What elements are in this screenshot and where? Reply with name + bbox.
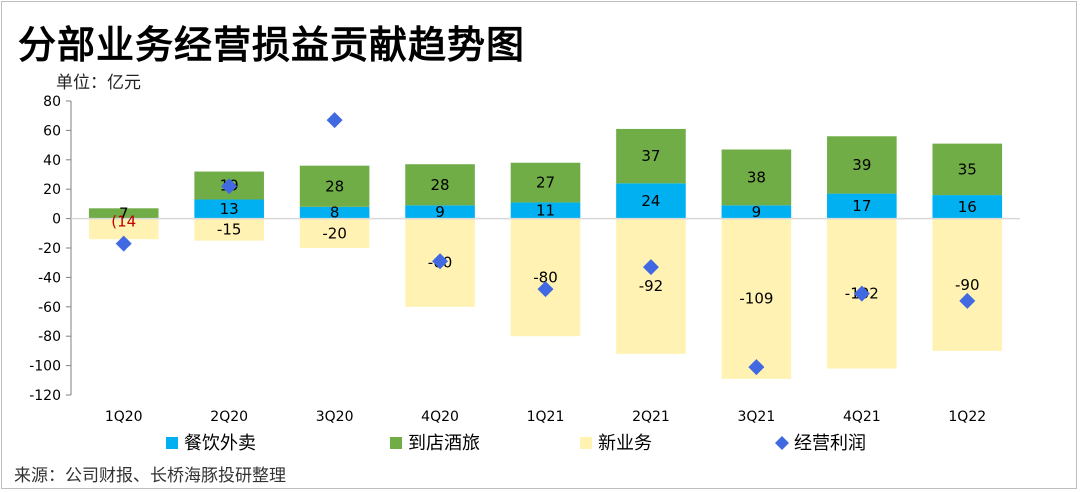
label-food-delivery: 9 bbox=[752, 203, 762, 221]
bar-instore-travel bbox=[827, 136, 897, 194]
bar-new-business bbox=[194, 218, 264, 241]
bar-food-delivery bbox=[510, 202, 581, 219]
label-food-delivery: 13 bbox=[220, 200, 239, 218]
y-tick-label: -80 bbox=[38, 329, 61, 345]
legend-label: 新业务 bbox=[598, 433, 652, 454]
bar-food-delivery bbox=[932, 195, 1003, 219]
x-tick-label: 3Q21 bbox=[738, 409, 776, 425]
y-tick-label: -100 bbox=[29, 359, 61, 375]
y-tick-label: 20 bbox=[43, 182, 61, 198]
label-instore-travel: 38 bbox=[747, 168, 766, 186]
legend-swatch bbox=[166, 437, 178, 449]
marker-operating-profit bbox=[115, 235, 132, 252]
label-new-business: -15 bbox=[217, 221, 242, 239]
marker-operating-profit bbox=[642, 259, 659, 276]
label-food-delivery: 24 bbox=[641, 192, 660, 210]
y-tick-label: -120 bbox=[29, 388, 61, 404]
label-new-business: -90 bbox=[955, 276, 980, 294]
x-tick-label: 2Q20 bbox=[210, 409, 248, 425]
label-new-business: -20 bbox=[322, 224, 347, 242]
label-new-business: -80 bbox=[533, 268, 558, 286]
bar-food-delivery bbox=[299, 206, 370, 219]
marker-operating-profit bbox=[221, 178, 238, 195]
bar-instore-travel bbox=[405, 164, 475, 206]
marker-operating-profit bbox=[537, 281, 554, 298]
label-instore-travel: 35 bbox=[958, 160, 977, 178]
label-instore-travel: 39 bbox=[852, 156, 871, 174]
bar-instore-travel bbox=[299, 165, 370, 207]
label-new-business: -92 bbox=[639, 277, 664, 295]
legend-swatch bbox=[580, 437, 592, 449]
y-tick-label: 40 bbox=[43, 153, 61, 169]
marker-operating-profit bbox=[748, 359, 765, 376]
x-tick-label: 4Q20 bbox=[421, 409, 459, 425]
bar-new-business bbox=[616, 218, 686, 354]
label-food-delivery: 16 bbox=[958, 198, 977, 216]
marker-operating-profit bbox=[853, 285, 870, 302]
marker-operating-profit bbox=[432, 253, 449, 270]
bar-new-business bbox=[299, 218, 370, 248]
x-tick-label: 2Q21 bbox=[632, 409, 670, 425]
bar-new-business bbox=[932, 218, 1003, 351]
legend-label: 经营利润 bbox=[794, 433, 866, 454]
x-tick-label: 3Q20 bbox=[316, 409, 354, 425]
label-new-business: (14 bbox=[111, 213, 136, 231]
x-tick-label: 1Q21 bbox=[527, 409, 565, 425]
label-instore-travel: 7 bbox=[119, 204, 129, 222]
label-new-business: -109 bbox=[739, 290, 773, 308]
chart-title: 分部业务经营损益贡献趋势图 bbox=[18, 23, 526, 67]
source-note: 来源：公司财报、长桥海豚投研整理 bbox=[14, 466, 286, 486]
label-instore-travel: 28 bbox=[431, 176, 450, 194]
bar-food-delivery bbox=[721, 205, 792, 219]
bar-new-business bbox=[721, 218, 792, 379]
label-food-delivery: 17 bbox=[852, 197, 871, 215]
bar-food-delivery bbox=[616, 183, 686, 219]
legend-label: 到店酒旅 bbox=[408, 433, 480, 454]
bar-food-delivery bbox=[194, 199, 264, 219]
legend-swatch bbox=[390, 437, 402, 449]
y-tick-label: -40 bbox=[38, 270, 61, 286]
bar-new-business bbox=[510, 218, 581, 337]
x-tick-label: 1Q20 bbox=[105, 409, 143, 425]
x-tick-label: 4Q21 bbox=[843, 409, 881, 425]
bar-food-delivery bbox=[405, 205, 475, 219]
legend-label: 餐饮外卖 bbox=[184, 433, 256, 454]
y-tick-label: -60 bbox=[38, 300, 61, 316]
y-tick-label: 60 bbox=[43, 123, 61, 139]
marker-operating-profit bbox=[959, 292, 976, 309]
bar-instore-travel bbox=[88, 208, 159, 219]
bar-instore-travel bbox=[616, 128, 686, 184]
bar-food-delivery bbox=[827, 193, 897, 219]
y-tick-label: 0 bbox=[52, 212, 61, 228]
label-instore-travel: 27 bbox=[536, 174, 555, 192]
bar-instore-travel bbox=[510, 162, 581, 203]
bar-instore-travel bbox=[721, 149, 792, 206]
bar-instore-travel bbox=[932, 143, 1003, 196]
x-tick-label: 1Q22 bbox=[948, 409, 986, 425]
y-tick-label: -20 bbox=[38, 241, 61, 257]
y-tick-label: 80 bbox=[43, 94, 61, 110]
label-instore-travel: 37 bbox=[641, 147, 660, 165]
legend-swatch bbox=[775, 436, 789, 450]
unit-label: 单位：亿元 bbox=[56, 73, 141, 93]
label-instore-travel: 28 bbox=[325, 177, 344, 195]
marker-operating-profit bbox=[326, 112, 343, 129]
label-food-delivery: 9 bbox=[435, 203, 445, 221]
bar-new-business bbox=[88, 218, 159, 240]
label-food-delivery: 8 bbox=[330, 204, 340, 222]
label-food-delivery: 11 bbox=[536, 202, 555, 220]
